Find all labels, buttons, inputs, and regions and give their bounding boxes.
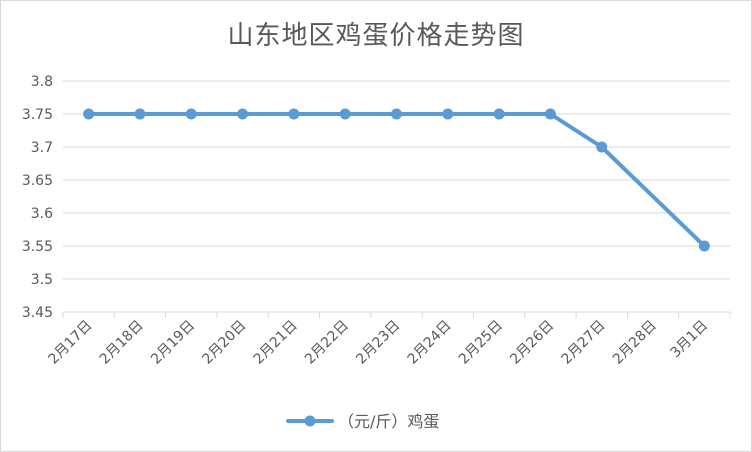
- legend-label: （元/斤）鸡蛋: [338, 412, 439, 431]
- data-point: [339, 108, 351, 120]
- y-tick-label: 3.45: [22, 305, 53, 321]
- data-point: [493, 108, 505, 120]
- x-tick-label: 2月18日: [97, 318, 147, 368]
- data-point: [237, 108, 249, 120]
- x-tick-label: 2月28日: [610, 318, 660, 368]
- y-tick-label: 3.6: [31, 206, 53, 222]
- data-point: [544, 108, 556, 120]
- legend-marker: [304, 415, 316, 427]
- x-tick-label: 2月24日: [405, 318, 455, 368]
- y-tick-label: 3.65: [22, 173, 53, 189]
- data-point: [185, 108, 197, 120]
- x-tick-label: 2月25日: [456, 318, 506, 368]
- x-tick-label: 2月22日: [302, 318, 352, 368]
- x-tick-label: 2月23日: [353, 318, 403, 368]
- y-tick-label: 3.8: [31, 74, 53, 90]
- x-tick-label: 3月1日: [667, 318, 711, 362]
- y-tick-label: 3.55: [22, 239, 53, 255]
- data-point: [698, 240, 710, 252]
- x-tick-label: 2月19日: [148, 318, 198, 368]
- y-tick-label: 3.7: [31, 140, 53, 156]
- x-tick-label: 2月27日: [559, 318, 609, 368]
- series-line: [86, 112, 707, 248]
- data-point: [596, 141, 608, 153]
- y-tick-label: 3.75: [22, 107, 53, 123]
- data-point: [442, 108, 454, 120]
- x-tick-label: 2月21日: [251, 318, 301, 368]
- y-tick-label: 3.5: [31, 272, 53, 288]
- data-point: [288, 108, 300, 120]
- x-tick-label: 2月20日: [199, 318, 249, 368]
- chart-title: 山东地区鸡蛋价格走势图: [227, 21, 525, 51]
- data-point: [134, 108, 146, 120]
- data-point: [391, 108, 402, 120]
- x-tick-label: 2月17日: [45, 318, 95, 368]
- data-point: [83, 108, 95, 120]
- x-tick-label: 2月26日: [507, 318, 557, 368]
